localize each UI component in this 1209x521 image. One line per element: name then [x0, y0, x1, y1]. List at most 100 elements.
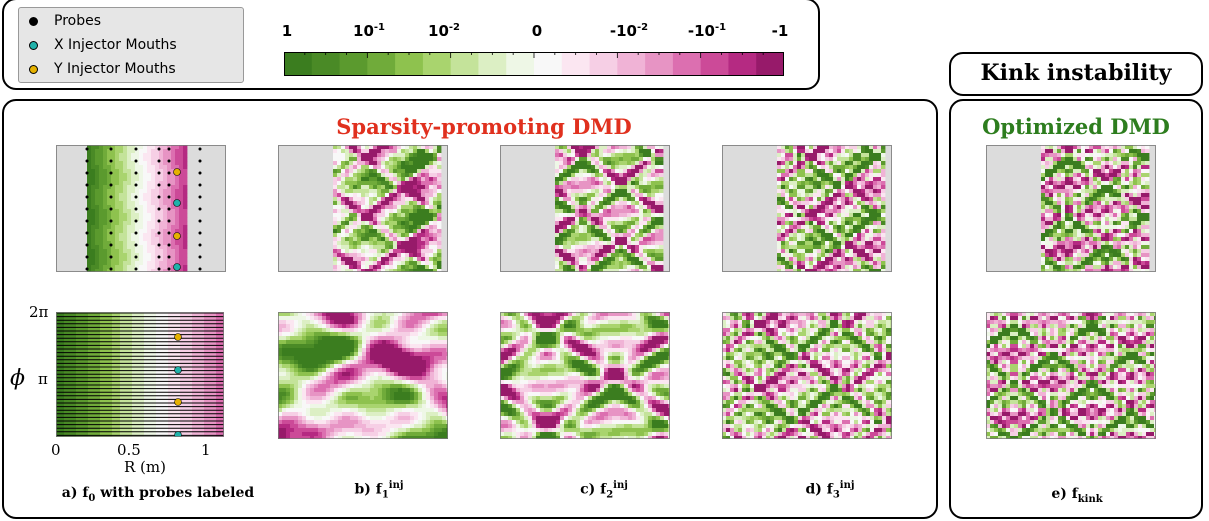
probe-marker — [85, 147, 89, 151]
probe-marker — [157, 267, 161, 271]
colorbar-segment — [534, 52, 563, 76]
y-injector-marker-icon — [29, 64, 38, 74]
colorbar-tick-label: -1 — [771, 22, 789, 40]
probe-marker — [157, 231, 161, 235]
probe-marker — [85, 195, 89, 199]
probe-marker — [198, 183, 202, 187]
colorbar-segment — [645, 52, 674, 76]
x-injector-marker — [174, 366, 182, 374]
caption-e: e) fkink — [1051, 486, 1103, 505]
plot-a-bottom — [56, 312, 224, 437]
probe-marker — [167, 231, 171, 235]
probe-marker — [85, 231, 89, 235]
x-injector-marker — [173, 263, 181, 271]
probe-marker — [109, 231, 113, 235]
colorbar-segment — [422, 52, 452, 76]
caption-b: b) f1inj — [354, 480, 404, 501]
plot-e-bottom — [986, 312, 1156, 439]
caption-a: a) f0 with probes labeled — [61, 485, 255, 504]
colorbar-tick-label: -10-2 — [609, 22, 649, 40]
probe-marker — [167, 195, 171, 199]
probe-marker — [109, 267, 113, 271]
probe-marker — [85, 159, 89, 163]
colorbar-segment — [311, 52, 341, 76]
probe-marker — [134, 171, 138, 175]
probe-marker — [167, 255, 171, 259]
probe-marker — [198, 171, 202, 175]
legend-x-injector: X Injector Mouths — [29, 35, 177, 55]
probe-marker — [109, 195, 113, 199]
legend-colorbar-panel: Probes X Injector Mouths Y Injector Mout… — [2, 0, 820, 90]
colorbar-segment — [672, 52, 702, 76]
probe-marker — [157, 207, 161, 211]
x-tick-0: 0 — [51, 441, 61, 459]
kink-title: Kink instability — [980, 60, 1172, 86]
y-injector-marker — [174, 398, 182, 406]
probe-marker — [157, 159, 161, 163]
colorbar-segment — [506, 52, 535, 76]
probe-marker — [134, 195, 138, 199]
colorbar-tick-label: 10-1 — [353, 22, 385, 40]
probe-marker — [109, 147, 113, 151]
probe-marker — [134, 231, 138, 235]
probe-marker — [198, 231, 202, 235]
plot-c-bottom — [500, 312, 670, 439]
plot-d-top — [722, 145, 892, 272]
colorbar-segment — [395, 52, 424, 76]
legend-y-injector-label: Y Injector Mouths — [54, 61, 176, 77]
probe-marker — [109, 171, 113, 175]
probe-marker — [85, 255, 89, 259]
probe-marker — [134, 207, 138, 211]
colorbar — [284, 52, 784, 76]
plot-e-top — [986, 145, 1156, 272]
legend-probes-label: Probes — [54, 13, 102, 29]
probe-marker — [134, 147, 138, 151]
probe-marker — [157, 195, 161, 199]
probe-marker — [198, 243, 202, 247]
probe-marker — [167, 171, 171, 175]
probe-marker — [198, 267, 202, 271]
colorbar-segment — [339, 52, 368, 76]
probe-marker — [198, 195, 202, 199]
caption-c: c) f2inj — [580, 480, 628, 501]
y-injector-marker — [173, 168, 181, 176]
colorbar-segment — [478, 52, 507, 76]
x-injector-marker — [174, 431, 182, 437]
probe-marker — [167, 159, 171, 163]
y-axis-label: ϕ — [10, 366, 25, 391]
plot-b-bottom — [278, 312, 448, 439]
colorbar-segment — [561, 52, 591, 76]
probe-marker — [157, 243, 161, 247]
probe-marker — [167, 183, 171, 187]
y-injector-marker — [174, 333, 182, 341]
probe-marker — [85, 243, 89, 247]
probe-marker — [109, 183, 113, 187]
probe-marker — [109, 219, 113, 223]
probe-marker — [134, 183, 138, 187]
probe-marker — [167, 147, 171, 151]
plot-b-top — [278, 145, 448, 272]
plot-d-bottom — [722, 312, 892, 439]
probe-marker — [167, 207, 171, 211]
probe-marker — [198, 255, 202, 259]
probe-marker — [167, 267, 171, 271]
optimized-title: Optimized DMD — [982, 114, 1170, 139]
colorbar-tick-label: 0 — [531, 22, 543, 40]
probe-marker — [85, 267, 89, 271]
probe-marker — [157, 183, 161, 187]
probe-marker — [85, 183, 89, 187]
colorbar-tick-label: -10-1 — [687, 22, 727, 40]
y-tick-2pi: 2π — [29, 303, 49, 321]
probe-marker — [167, 243, 171, 247]
probe-marker — [85, 171, 89, 175]
probe-marker — [85, 207, 89, 211]
probe-marker — [134, 159, 138, 163]
legend-y-injector: Y Injector Mouths — [29, 59, 176, 79]
probe-marker — [157, 219, 161, 223]
legend-x-injector-label: X Injector Mouths — [54, 37, 177, 53]
colorbar-segment — [700, 52, 730, 76]
probe-marker — [198, 159, 202, 163]
plot-a-top — [56, 145, 226, 272]
colorbar-segment — [728, 52, 757, 76]
probe-marker — [109, 207, 113, 211]
